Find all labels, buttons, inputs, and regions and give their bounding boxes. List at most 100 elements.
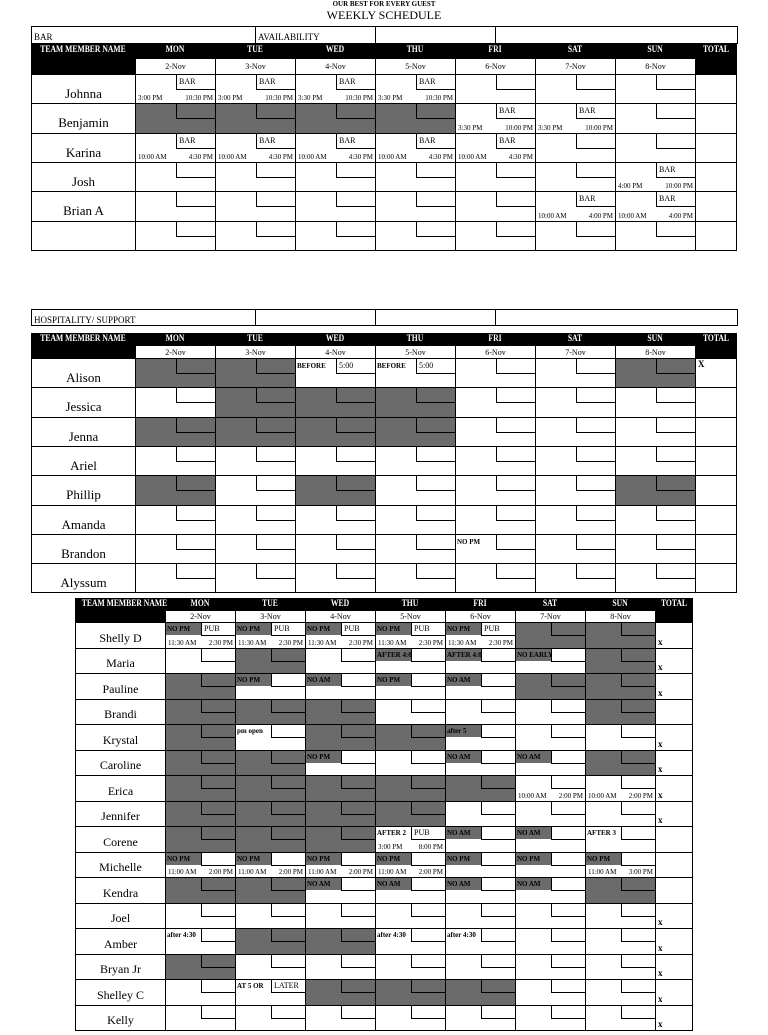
shift-role-box[interactable]	[481, 878, 515, 891]
shift-role-box[interactable]	[496, 359, 535, 374]
shift-role-box[interactable]	[411, 725, 445, 738]
shift-role-box[interactable]	[271, 955, 305, 968]
shift-role-box[interactable]	[481, 776, 515, 789]
shift-role-box[interactable]	[411, 776, 445, 789]
shift-cell[interactable]	[615, 387, 696, 418]
shift-cell[interactable]: NO PM	[305, 750, 376, 776]
shift-role-box[interactable]	[621, 674, 655, 687]
shift-role-box[interactable]	[271, 1006, 305, 1019]
shift-role-box[interactable]	[201, 980, 235, 993]
total-cell[interactable]: x	[655, 928, 693, 955]
shift-cell[interactable]	[455, 505, 536, 535]
shift-role-box[interactable]	[411, 980, 445, 993]
info-field[interactable]	[495, 309, 738, 326]
shift-cell[interactable]: after 5	[445, 724, 516, 751]
shift-cell[interactable]	[515, 903, 586, 929]
info-field[interactable]: BAR	[31, 26, 256, 44]
shift-cell[interactable]	[215, 534, 296, 564]
shift-cell[interactable]: NO AM	[515, 877, 586, 904]
shift-cell[interactable]	[615, 563, 696, 593]
shift-role-box[interactable]	[551, 853, 585, 866]
info-field[interactable]	[255, 309, 376, 326]
shift-role-box[interactable]	[256, 506, 295, 521]
shift-cell[interactable]	[455, 162, 536, 192]
shift-role-box[interactable]	[551, 929, 585, 942]
shift-role-box[interactable]	[336, 447, 375, 462]
shift-cell[interactable]	[585, 928, 656, 955]
shift-role-box[interactable]	[481, 853, 515, 866]
shift-cell[interactable]: BAR 10:00 AM 4:30 PM	[455, 133, 536, 163]
shift-cell[interactable]: after 4:30	[375, 928, 446, 955]
shift-cell[interactable]	[535, 133, 616, 163]
shift-role-box[interactable]	[621, 700, 655, 713]
shift-cell[interactable]	[135, 446, 216, 476]
shift-cell[interactable]	[585, 877, 656, 904]
shift-role-box[interactable]	[481, 649, 515, 662]
shift-role-box[interactable]	[621, 1006, 655, 1019]
shift-cell[interactable]	[295, 387, 376, 418]
shift-cell[interactable]: NO AM	[445, 826, 516, 853]
shift-cell[interactable]: 10:00 AM 2:00 PM	[515, 775, 586, 802]
shift-cell[interactable]: NO PM 11:00 AM 2:00 PM	[305, 852, 376, 878]
shift-role-box[interactable]	[176, 535, 215, 550]
shift-cell[interactable]	[165, 1005, 236, 1031]
shift-role-box[interactable]	[481, 955, 515, 968]
shift-cell[interactable]: PUB NO PM 11:30 AM 2:30 PM	[305, 622, 376, 649]
shift-cell[interactable]: BAR 10:00 AM 4:00 PM	[615, 191, 696, 222]
shift-cell[interactable]	[235, 954, 306, 980]
shift-role-box[interactable]	[481, 904, 515, 917]
shift-cell[interactable]	[215, 358, 296, 388]
shift-cell[interactable]: BAR 4:00 PM 10:00 PM	[615, 162, 696, 192]
shift-cell[interactable]	[135, 191, 216, 222]
shift-role-box[interactable]	[336, 222, 375, 237]
shift-role-box[interactable]	[336, 506, 375, 521]
total-cell[interactable]	[695, 162, 737, 192]
shift-role-box[interactable]	[411, 929, 445, 942]
shift-cell[interactable]: NO AM	[515, 826, 586, 853]
shift-cell[interactable]	[235, 801, 306, 827]
shift-role-box[interactable]	[481, 929, 515, 942]
shift-cell[interactable]	[455, 446, 536, 476]
shift-cell[interactable]	[515, 928, 586, 955]
total-cell[interactable]	[695, 74, 737, 104]
shift-role-box[interactable]	[271, 827, 305, 840]
shift-cell[interactable]	[615, 103, 696, 134]
shift-cell[interactable]: BAR 3:30 PM 10:30 PM	[295, 74, 376, 104]
shift-role-box[interactable]	[621, 649, 655, 662]
shift-cell[interactable]	[585, 724, 656, 751]
shift-cell[interactable]	[215, 387, 296, 418]
total-cell[interactable]: x	[655, 622, 693, 649]
shift-cell[interactable]	[135, 387, 216, 418]
shift-role-box[interactable]	[416, 192, 455, 207]
shift-cell[interactable]: PUB NO PM 11:30 AM 2:30 PM	[165, 622, 236, 649]
shift-cell[interactable]	[535, 74, 616, 104]
shift-cell[interactable]: NO PM	[515, 852, 586, 878]
shift-role-box[interactable]	[656, 476, 695, 491]
shift-role-box[interactable]	[551, 751, 585, 764]
shift-role-box[interactable]	[201, 955, 235, 968]
shift-role-box[interactable]	[551, 700, 585, 713]
shift-cell[interactable]	[515, 954, 586, 980]
shift-cell[interactable]	[445, 775, 516, 802]
shift-role-box[interactable]	[341, 904, 375, 917]
shift-cell[interactable]	[375, 221, 456, 251]
total-cell[interactable]: X	[695, 358, 737, 388]
shift-cell[interactable]	[535, 475, 616, 506]
shift-cell[interactable]	[215, 103, 296, 134]
shift-cell[interactable]: NO EARLY	[515, 648, 586, 674]
shift-cell[interactable]	[585, 1005, 656, 1031]
shift-role-box[interactable]	[496, 222, 535, 237]
shift-role-box[interactable]	[201, 649, 235, 662]
shift-cell[interactable]	[515, 699, 586, 725]
shift-role-box[interactable]	[176, 222, 215, 237]
shift-cell[interactable]: 5:00 BEFORE	[375, 358, 456, 388]
shift-role-box[interactable]	[416, 418, 455, 433]
shift-cell[interactable]	[235, 826, 306, 853]
info-field[interactable]: AVAILABILITY	[255, 26, 376, 44]
shift-cell[interactable]: PUB NO PM 11:30 AM 2:30 PM	[375, 622, 446, 649]
shift-role-box[interactable]	[271, 904, 305, 917]
shift-role-box[interactable]	[256, 163, 295, 178]
shift-cell[interactable]	[295, 505, 376, 535]
shift-cell[interactable]: LATER AT 5 OR	[235, 979, 306, 1006]
shift-role-box[interactable]	[656, 418, 695, 433]
